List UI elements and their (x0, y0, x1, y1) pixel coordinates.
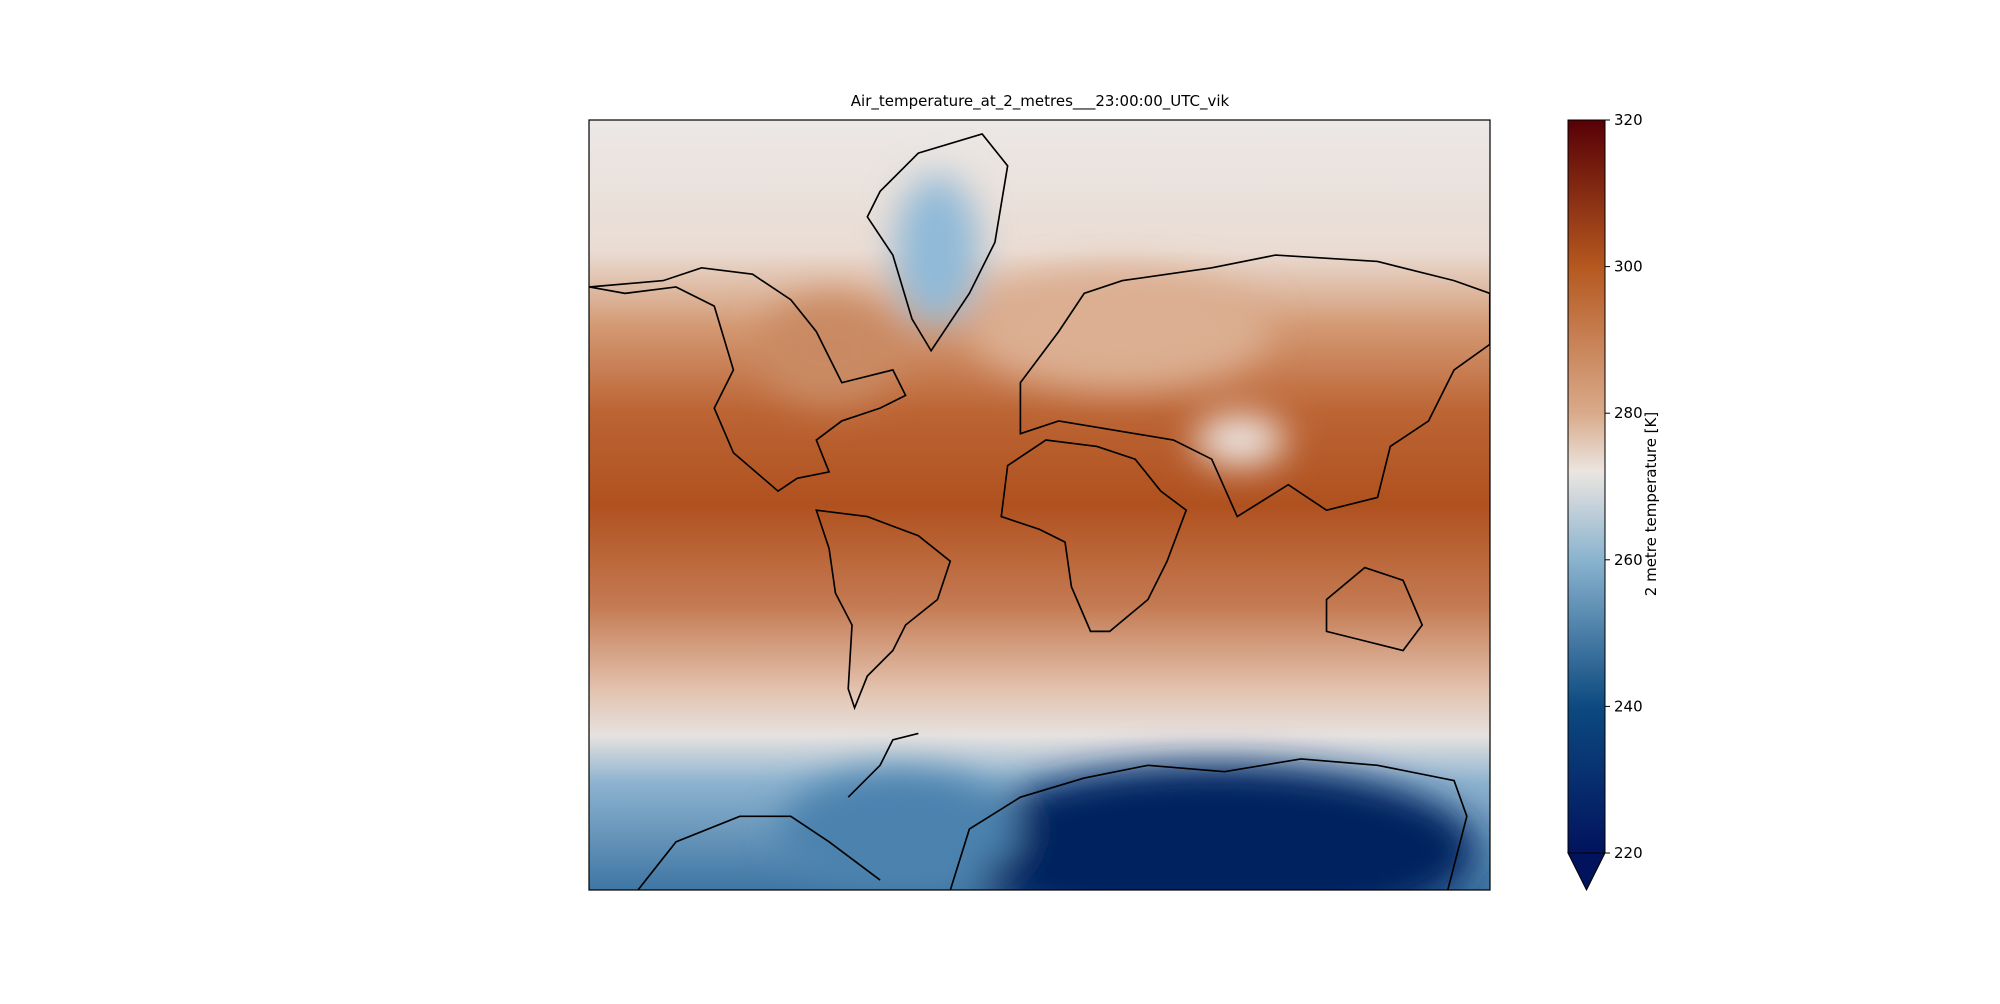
colorbar: 2 metre temperature [K] 220 240 260 280 300 3… (1567, 111, 1660, 892)
colorbar-tick-label: 240 (1614, 697, 1643, 715)
coastlines (589, 132, 1490, 890)
colorbar-tick-label: 280 (1614, 404, 1643, 422)
chart-title: Air_temperature_at_2_metres___23:00:00_U… (851, 92, 1230, 111)
map (589, 120, 1490, 890)
colorbar-tick-label: 320 (1614, 111, 1643, 129)
colorbar-tick-label: 300 (1614, 258, 1643, 276)
temperature-field (589, 120, 1490, 890)
colorbar-label: 2 metre temperature [K] (1642, 412, 1660, 596)
colorbar-tick-label: 260 (1614, 551, 1643, 569)
colorbar-body (1567, 119, 1606, 854)
field-detail (760, 175, 1475, 890)
colorbar-extend (1567, 852, 1606, 892)
colorbar-tick-label: 220 (1614, 844, 1643, 862)
map-frame (588, 119, 1491, 891)
